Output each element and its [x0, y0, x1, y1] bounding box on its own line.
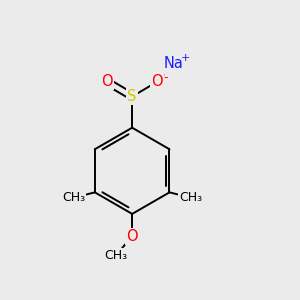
Text: S: S [128, 89, 137, 104]
Text: CH₃: CH₃ [62, 191, 85, 204]
Text: +: + [180, 53, 190, 64]
Text: CH₃: CH₃ [104, 249, 128, 262]
Text: O: O [101, 74, 113, 89]
Text: Na: Na [164, 56, 184, 71]
Text: CH₃: CH₃ [179, 191, 203, 204]
Text: -: - [164, 71, 168, 84]
Text: O: O [126, 229, 138, 244]
Text: O: O [152, 74, 163, 89]
